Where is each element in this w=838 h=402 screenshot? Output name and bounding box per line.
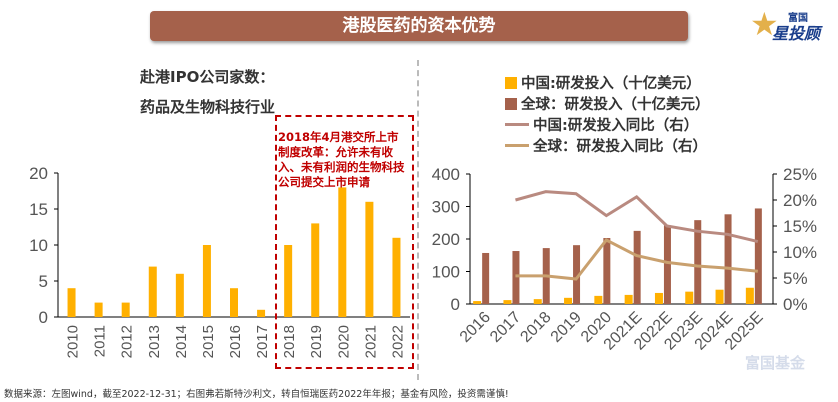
legend-item: 中国:研发投入（十亿美元） (505, 72, 710, 93)
bar (67, 288, 76, 317)
y2-tick-label: 10% (783, 243, 817, 262)
bar-china (745, 287, 754, 304)
x-tick-label: 2020 (335, 325, 352, 358)
logo-small: 富国 (788, 13, 808, 24)
bar-china (473, 301, 482, 304)
bar (94, 302, 103, 317)
divider (417, 60, 419, 380)
x-tick-label: 2014 (173, 325, 190, 358)
legend-label: 中国:研发投入（十亿美元） (521, 76, 701, 92)
y-tick-label: 300 (432, 198, 460, 217)
page-title: 港股医药的资本优势 (150, 11, 688, 41)
x-tick-label: 2011 (92, 325, 109, 357)
legend-swatch (505, 97, 517, 110)
footnote: 数据来源：左图wind，截至2022-12-31；右图弗若斯特沙利文，转自恒瑞医… (4, 389, 509, 400)
bar (202, 245, 211, 317)
legend-label: 中国:研发投入同比（右） (533, 118, 699, 134)
x-tick-label: 2017 (254, 325, 271, 358)
bar-china (685, 291, 694, 304)
bar-global (633, 230, 641, 304)
bar-china (564, 297, 573, 304)
x-tick-label: 2013 (146, 325, 163, 358)
bar-global (724, 214, 732, 304)
highlight-box (275, 115, 414, 369)
x-tick-label: 2019 (548, 309, 585, 346)
logo-big: 星投顾 (772, 24, 821, 43)
left-chart-title-1: 赴港IPO公司家数： (140, 68, 275, 86)
legend-label: 全球：研发投入同比（右） (533, 139, 707, 155)
line-global-yoy (515, 238, 759, 281)
bar-global (754, 208, 762, 304)
y2-tick-label: 25% (783, 165, 817, 184)
bar (148, 266, 157, 317)
bar-global (603, 238, 611, 304)
y-tick-label: 5 (39, 272, 48, 291)
bar (175, 273, 184, 317)
line-china-yoy (515, 190, 759, 244)
logo: ★ 富国 星投顾 (750, 4, 830, 44)
x-tick-label: 2010 (65, 325, 82, 358)
y-tick-label: 0 (451, 295, 460, 314)
x-tick-label: 2018 (281, 325, 298, 358)
x-tick-label: 2022 (389, 325, 406, 358)
y-tick-label: 200 (432, 230, 460, 249)
star-icon: ★ (750, 5, 779, 43)
bar (284, 245, 293, 317)
y-tick-label: 100 (432, 263, 460, 282)
x-tick-label: 2018 (517, 309, 554, 346)
bar (257, 309, 266, 317)
legend-item: 全球：研发投入（十亿美元） (505, 93, 710, 114)
x-tick-label: 2017 (487, 309, 524, 346)
x-tick-label: 2012 (119, 325, 136, 358)
bar-china (503, 300, 512, 304)
bar-china (624, 294, 633, 304)
legend-item: 中国:研发投入同比（右） (505, 114, 710, 135)
bar (392, 237, 401, 317)
x-tick-label: 2016 (227, 325, 244, 358)
legend-swatch (505, 144, 529, 147)
bar-global (694, 220, 702, 304)
bar-china (594, 295, 603, 304)
y-tick-label: 10 (29, 236, 48, 255)
legend: 中国:研发投入（十亿美元） 全球：研发投入（十亿美元） 中国:研发投入同比（右）… (505, 72, 710, 156)
x-tick-label: 2021 (362, 325, 379, 358)
legend-swatch (505, 76, 517, 89)
x-tick-label: 2016 (457, 309, 494, 346)
y2-tick-label: 5% (783, 269, 808, 288)
bar-china (654, 292, 663, 304)
bar-global (512, 251, 520, 304)
bar (311, 223, 320, 317)
y2-tick-label: 0% (783, 295, 808, 314)
y2-tick-label: 15% (783, 217, 817, 236)
y-tick-label: 0 (39, 308, 48, 327)
legend-swatch (505, 123, 529, 126)
right-chart: 01002003004000%5%10%15%20%25%20162017201… (432, 165, 817, 354)
bar (338, 187, 347, 317)
x-tick-label: 2019 (308, 325, 325, 358)
bar-china (533, 299, 542, 304)
y-tick-label: 15 (29, 200, 48, 219)
x-tick-label: 2015 (200, 325, 217, 358)
bar (230, 288, 238, 317)
bar-global (663, 225, 671, 304)
bar-global (482, 252, 490, 304)
bar-china (715, 289, 724, 304)
watermark: 富国基金 (745, 354, 806, 372)
left-chart: 0 5 10 15 20 2010 2011 2012 2013 2014 2015 2016 2017… (29, 164, 410, 358)
bar-global (573, 245, 581, 304)
annotation: 2018年4月港交所上市制度改革：允许未有收入、未有利润的生物科技公司提交上市申… (278, 130, 405, 189)
legend-label: 全球：研发投入（十亿美元） (521, 97, 710, 113)
y-tick-label: 20 (29, 164, 48, 183)
legend-item: 全球：研发投入同比（右） (505, 135, 710, 156)
y2-tick-label: 20% (783, 191, 817, 210)
bar (365, 201, 374, 317)
y-tick-label: 400 (432, 165, 460, 184)
left-chart-title-2: 药品及生物科技行业 (140, 98, 276, 116)
bar (121, 302, 130, 317)
